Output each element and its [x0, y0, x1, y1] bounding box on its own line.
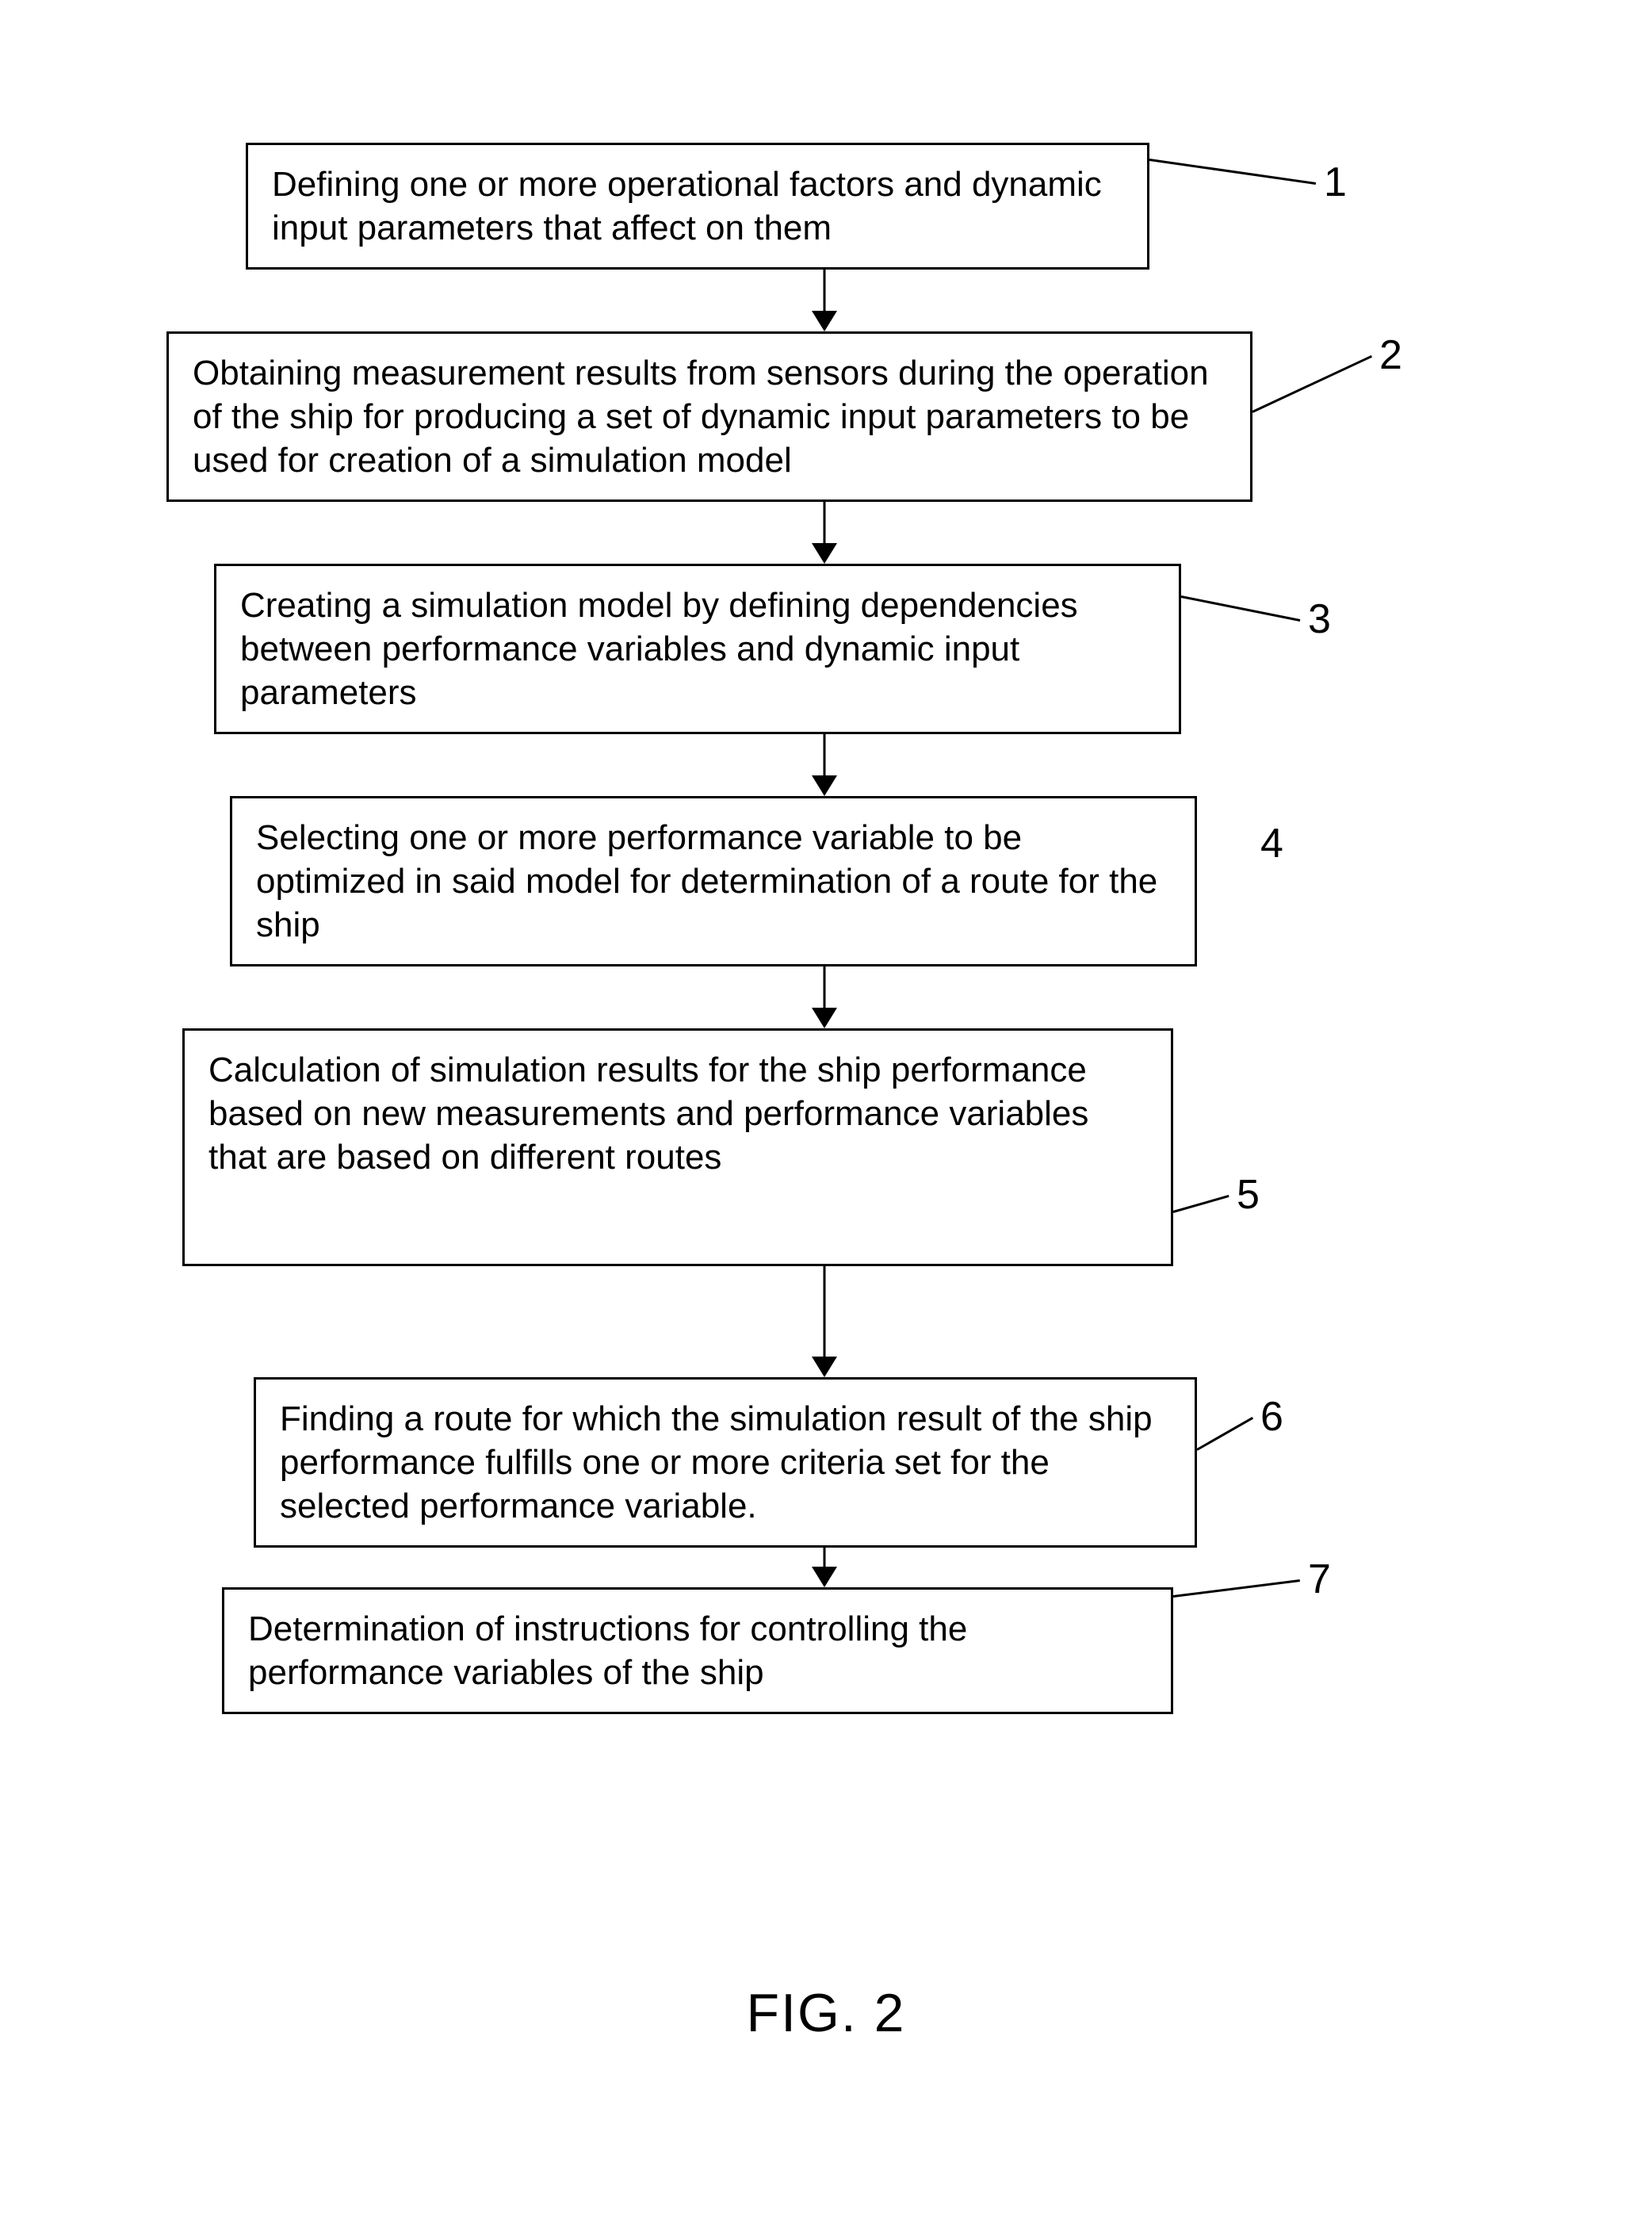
flow-arrow [206, 734, 1443, 796]
flow-step-number: 5 [1237, 1171, 1260, 1219]
flow-step: Obtaining measurement results from senso… [206, 331, 1443, 502]
flow-step-box: Obtaining measurement results from senso… [166, 331, 1252, 502]
flow-step-number: 6 [1260, 1393, 1283, 1441]
leader-line [1149, 159, 1316, 185]
flow-step-number: 7 [1308, 1556, 1331, 1603]
flowchart: Defining one or more operational factors… [206, 143, 1443, 1714]
flow-arrow [206, 1548, 1443, 1587]
flow-step-number: 4 [1260, 820, 1283, 867]
leader-line [1252, 355, 1371, 413]
flow-step: Finding a route for which the simulation… [206, 1377, 1443, 1548]
flow-step-box: Defining one or more operational factors… [246, 143, 1149, 270]
flow-step-number: 2 [1379, 331, 1402, 379]
flow-step: Creating a simulation model by defining … [206, 564, 1443, 734]
flow-arrow [206, 270, 1443, 331]
leader-line [1173, 1195, 1229, 1213]
flow-step-box: Determination of instructions for contro… [222, 1587, 1173, 1714]
leader-line [1181, 595, 1301, 622]
flow-step-box: Selecting one or more performance variab… [230, 796, 1197, 966]
flow-step: Selecting one or more performance variab… [206, 796, 1443, 966]
flow-step-number: 1 [1324, 159, 1347, 206]
leader-line [1196, 1417, 1252, 1451]
flow-step-box: Creating a simulation model by defining … [214, 564, 1181, 734]
flow-step: Determination of instructions for contro… [206, 1587, 1443, 1714]
flow-arrow [206, 1266, 1443, 1377]
flow-step-number: 3 [1308, 595, 1331, 643]
flow-arrow [206, 966, 1443, 1028]
flow-step-box: Finding a route for which the simulation… [254, 1377, 1197, 1548]
flow-step: Defining one or more operational factors… [206, 143, 1443, 270]
flow-arrow [206, 502, 1443, 564]
flow-step: Calculation of simulation results for th… [206, 1028, 1443, 1266]
flow-step-box: Calculation of simulation results for th… [182, 1028, 1173, 1266]
figure-caption: FIG. 2 [747, 1982, 906, 2044]
